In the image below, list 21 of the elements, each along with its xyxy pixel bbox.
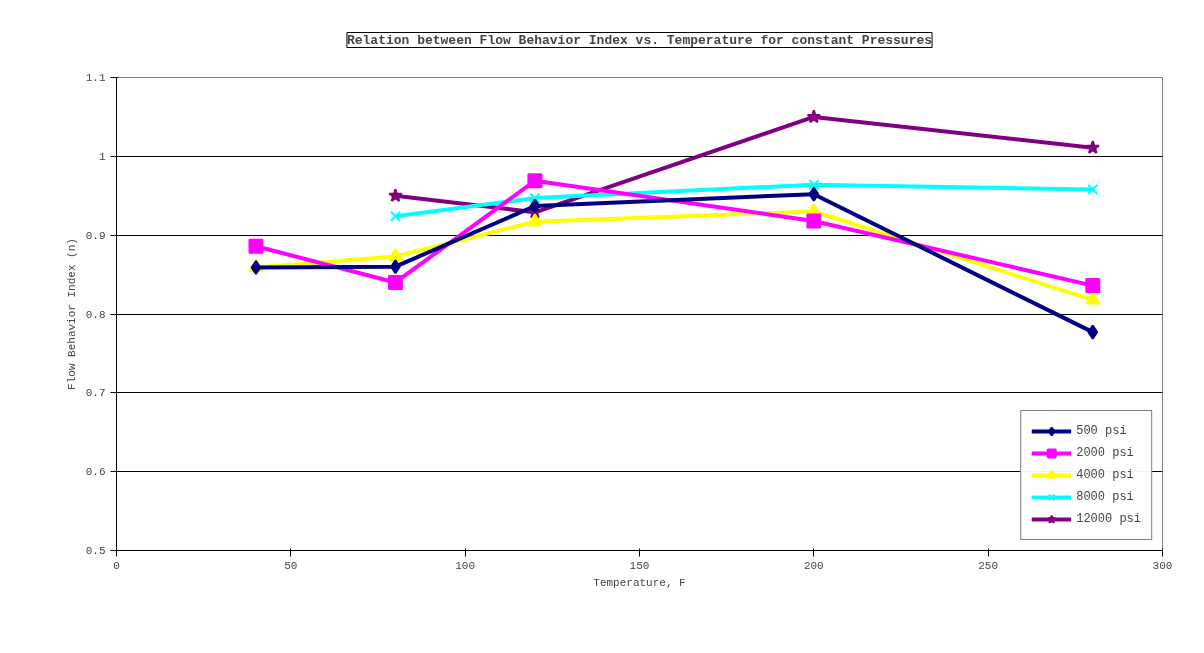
legend-label: 500 psi <box>1076 424 1127 438</box>
x-tick-label: 250 <box>978 559 999 572</box>
x-tick-label: 300 <box>1152 559 1173 572</box>
y-tick-label: 0.8 <box>85 308 106 321</box>
y-tick-label: 0.5 <box>85 545 106 557</box>
y-tick-label: 1 <box>98 150 106 163</box>
y-tick-label: 0.6 <box>85 466 106 479</box>
legend-label: 2000 psi <box>1076 446 1134 460</box>
x-axis-title: Temperature, F <box>593 576 686 589</box>
x-tick-label: 100 <box>455 559 476 572</box>
y-axis-title: Flow Behavior Index (n) <box>65 238 78 390</box>
x-tick-label: 0 <box>113 559 120 572</box>
legend-label: 4000 psi <box>1076 468 1134 482</box>
x-tick-label: 150 <box>629 559 650 572</box>
y-tick-label: 0.9 <box>85 229 106 242</box>
y-tick-label: 0.7 <box>85 387 106 400</box>
legend-label: 12000 psi <box>1076 512 1141 526</box>
x-tick-label: 200 <box>803 559 824 572</box>
y-tick-label: 1.1 <box>85 72 106 84</box>
x-tick-label: 50 <box>284 559 298 572</box>
legend-label: 8000 psi <box>1076 490 1134 504</box>
